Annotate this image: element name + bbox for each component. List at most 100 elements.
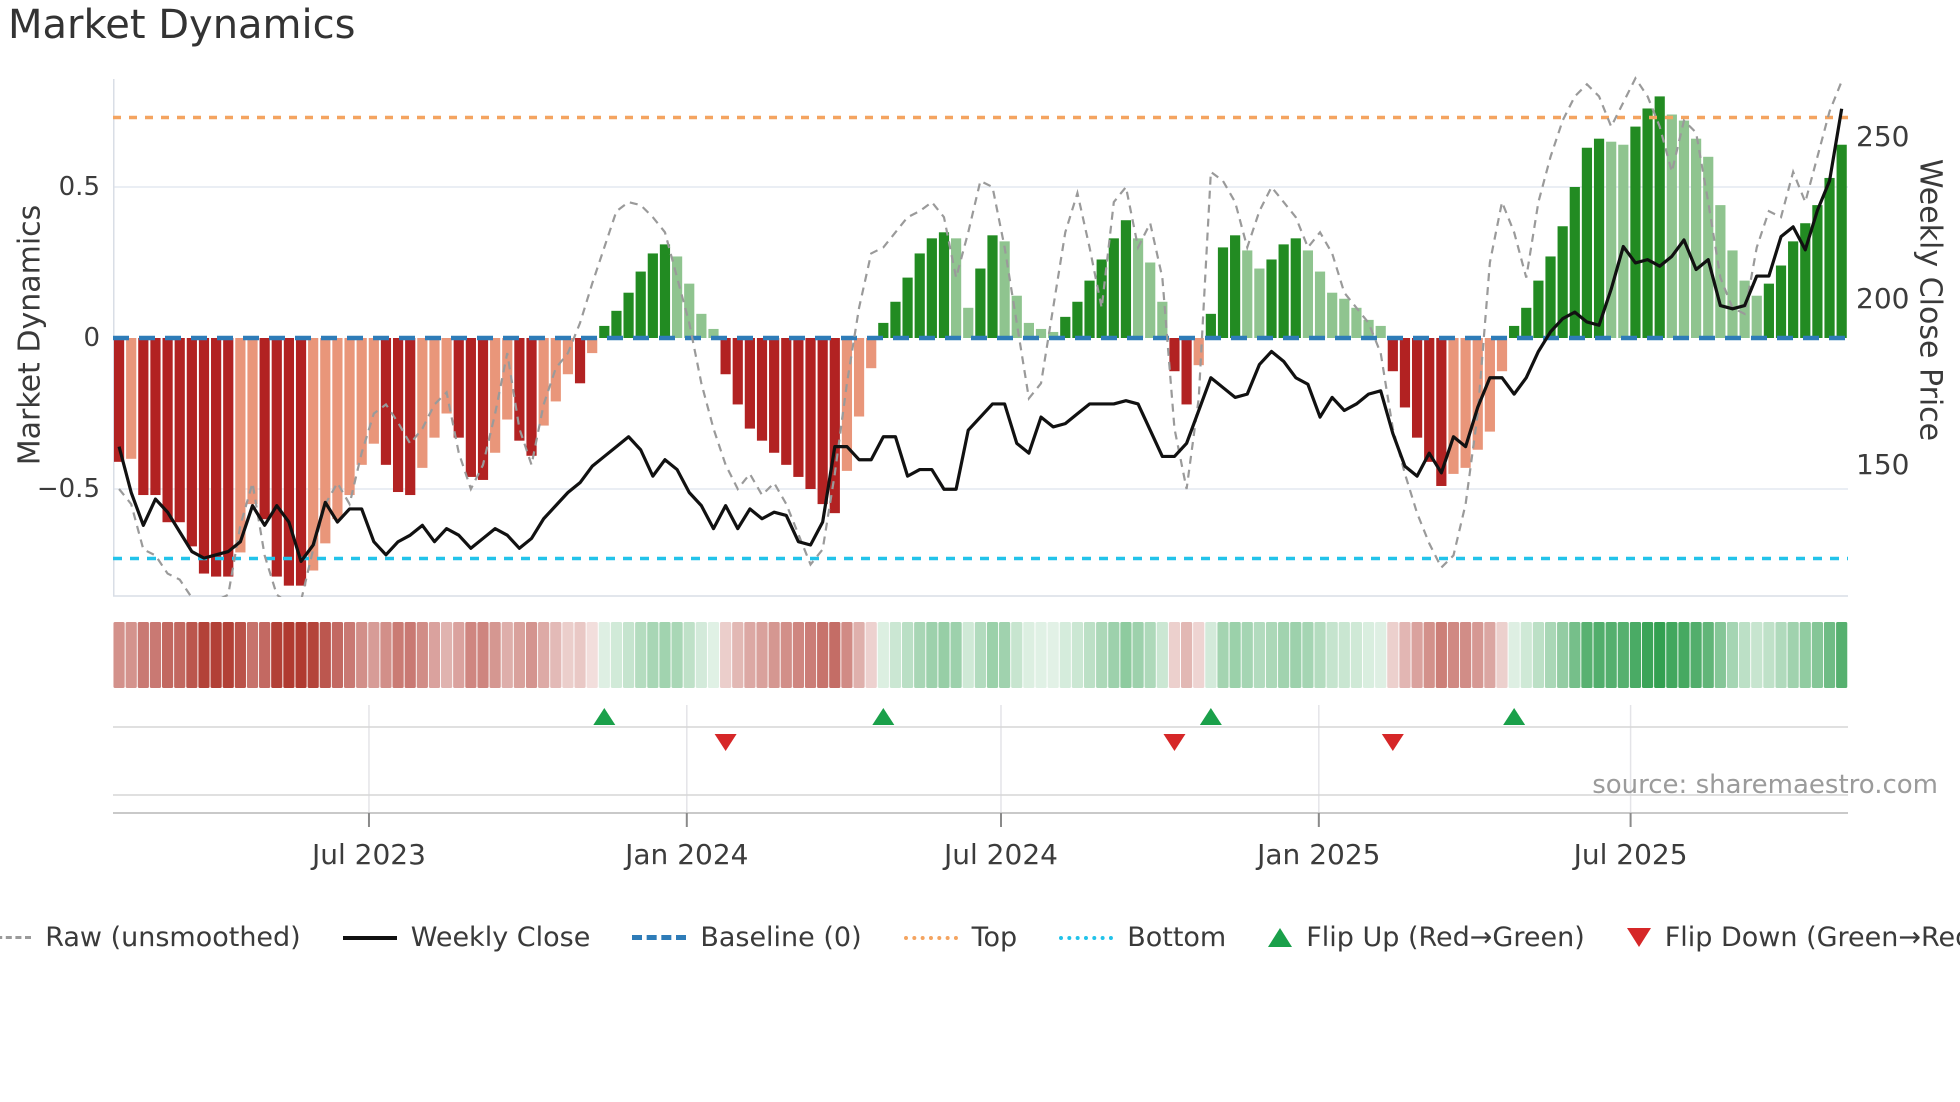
heatmap-cell	[683, 622, 695, 688]
heatmap-cell	[1193, 622, 1205, 688]
heatmap-cell	[817, 622, 829, 688]
heatmap-cell	[792, 622, 805, 688]
heatmap-cell	[1059, 622, 1071, 688]
heatmap-cell	[1690, 622, 1702, 688]
heatmap-cell	[1302, 622, 1314, 688]
heatmap-cell	[137, 622, 149, 688]
heatmap-cell	[489, 622, 501, 688]
dot-cyan-swatch-icon	[1059, 935, 1114, 940]
heatmap-cell	[1278, 622, 1290, 688]
heatmap-cell	[622, 622, 635, 688]
heatmap-cell	[841, 622, 853, 688]
chart-title: Market Dynamics	[8, 2, 356, 48]
heatmap-cell	[1702, 622, 1714, 688]
legend-item-dot-cyan: Bottom	[1059, 922, 1226, 953]
legend-item-solid-black: Weekly Close	[342, 922, 590, 953]
heatmap-cell	[1581, 622, 1593, 688]
heatmap-cell	[380, 622, 392, 688]
heatmap-cell	[404, 622, 416, 688]
heatmap-cell	[586, 622, 598, 688]
heatmap-cell	[259, 622, 271, 688]
heatmap-cell	[889, 622, 902, 688]
heatmap-cell	[1387, 622, 1399, 688]
heatmap-cell	[974, 622, 986, 688]
heatmap-cell	[647, 622, 659, 688]
heatmap-cell	[113, 622, 125, 688]
heatmap-cell	[174, 622, 186, 688]
weekly-close-line	[117, 108, 1844, 563]
flip-up-marker	[1199, 708, 1222, 725]
right-tick-250: 250	[1856, 120, 1910, 153]
x-tick-label-jan-2025: Jan 2025	[1257, 838, 1381, 871]
heatmap-cell	[234, 622, 246, 688]
raw-unsmoothed-line	[118, 76, 1843, 597]
heatmap-cell	[1011, 622, 1023, 688]
heatmap-cell	[222, 622, 234, 688]
flip-marker-panel	[113, 705, 1848, 827]
heatmap-cell	[295, 622, 307, 688]
heatmap-cell	[319, 622, 331, 688]
heatmap-cell	[1836, 622, 1848, 688]
heatmap-cell	[1763, 622, 1775, 688]
heatmap-cell	[1666, 622, 1678, 688]
legend-item-dash-blue: Baseline (0)	[632, 922, 862, 953]
heatmap-cell	[1423, 622, 1435, 688]
heatmap-cell	[1739, 622, 1751, 688]
heatmap-cell	[1751, 622, 1763, 688]
heatmap-cell	[1629, 622, 1642, 688]
heatmap-cell	[331, 622, 344, 688]
heatmap-cell	[853, 622, 865, 688]
heatmap-cell	[1035, 622, 1047, 688]
heatmap-cell	[1557, 622, 1569, 688]
heatmap-cell	[477, 622, 489, 688]
heatmap-cell	[865, 622, 877, 688]
source-credit: source: sharemaestro.com	[1592, 770, 1938, 800]
heatmap-cell	[1775, 622, 1787, 688]
solid-black-swatch-icon	[342, 935, 397, 940]
heatmap-cell	[1447, 622, 1460, 688]
heatmap-cell	[307, 622, 319, 688]
heatmap-cell	[1362, 622, 1375, 688]
heatmap-cell	[1411, 622, 1423, 688]
left-tick-0p5: 0.5	[58, 172, 100, 202]
tri-up-swatch-icon	[1268, 928, 1293, 947]
legend-label: Top	[971, 922, 1018, 953]
heatmap-strip	[113, 622, 1848, 688]
heatmap-cell	[1641, 622, 1654, 688]
heatmap-cell	[465, 622, 477, 688]
heatmap-cell	[538, 622, 550, 688]
heatmap-cell	[453, 622, 465, 688]
heatmap-cell	[186, 622, 198, 688]
tri-down-swatch-icon	[1626, 928, 1651, 947]
heatmap-cell	[635, 622, 647, 688]
heatmap-cell	[610, 622, 623, 688]
left-tick-neg0p5: −0.5	[36, 474, 100, 504]
heatmap-cell	[1047, 622, 1059, 688]
heatmap-cell	[671, 622, 683, 688]
heatmap-cell	[1314, 622, 1326, 688]
heatmap-cell	[125, 622, 137, 688]
heatmap-cell	[1811, 622, 1824, 688]
heatmap-cell	[1350, 622, 1363, 688]
legend-label: Raw (unsmoothed)	[45, 922, 301, 953]
heatmap-cell	[525, 622, 538, 688]
heatmap-cell	[1071, 622, 1084, 688]
heatmap-cell	[829, 622, 841, 688]
heatmap-cell	[877, 622, 889, 688]
heatmap-cell	[161, 622, 174, 688]
heatmap-cell	[1290, 622, 1302, 688]
heatmap-cell	[1168, 622, 1181, 688]
heatmap-cell	[999, 622, 1011, 688]
heatmap-cell	[962, 622, 974, 688]
heatmap-cell	[744, 622, 756, 688]
heatmap-cell	[210, 622, 222, 688]
heatmap-cell	[1083, 622, 1096, 688]
dash-blue-swatch-icon	[632, 935, 687, 940]
heatmap-cell	[1508, 622, 1520, 688]
heatmap-cell	[1217, 622, 1229, 688]
heatmap-cell	[1265, 622, 1278, 688]
heatmap-cell	[1205, 622, 1217, 688]
legend-item-dot-orange: Top	[903, 922, 1018, 953]
heatmap-cell	[1569, 622, 1581, 688]
